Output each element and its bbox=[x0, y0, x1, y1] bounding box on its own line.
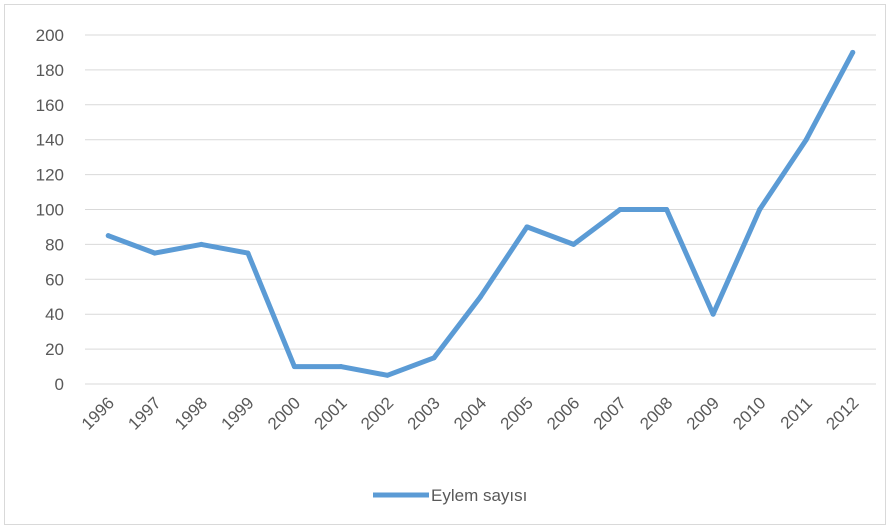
data-point bbox=[245, 250, 251, 256]
x-tick-label: 2010 bbox=[729, 393, 769, 433]
x-tick-label: 1996 bbox=[78, 393, 118, 433]
x-tick-label: 1997 bbox=[124, 393, 164, 433]
x-tick-label: 2006 bbox=[543, 393, 583, 433]
y-tick-label: 0 bbox=[55, 375, 64, 394]
data-point bbox=[664, 207, 670, 212]
chart-frame bbox=[4, 4, 886, 525]
x-tick-label: 1999 bbox=[217, 393, 257, 433]
y-axis-ticks: 0 20 40 60 80 100 120 140 160 180 200 bbox=[36, 26, 64, 394]
x-tick-label: 2011 bbox=[777, 393, 816, 432]
x-tick-label: 2001 bbox=[311, 393, 351, 433]
data-point bbox=[524, 224, 530, 230]
y-tick-label: 20 bbox=[45, 340, 64, 359]
x-tick-label: 2004 bbox=[450, 393, 490, 433]
legend: Eylem sayısı bbox=[373, 486, 527, 505]
x-tick-label: 1998 bbox=[171, 393, 211, 433]
y-tick-label: 120 bbox=[36, 166, 64, 185]
y-tick-label: 140 bbox=[36, 131, 64, 150]
x-axis-ticks: 1996 1997 1998 1999 2000 2001 2002 2003 2004 2005… bbox=[78, 393, 863, 433]
data-point bbox=[710, 311, 716, 317]
data-point bbox=[291, 364, 297, 370]
data-point bbox=[617, 207, 623, 212]
series-line bbox=[105, 49, 856, 378]
x-tick-label: 2005 bbox=[497, 393, 537, 433]
data-point bbox=[338, 364, 344, 370]
data-point bbox=[571, 241, 577, 247]
y-tick-label: 60 bbox=[45, 270, 64, 289]
y-tick-label: 40 bbox=[45, 305, 64, 324]
data-point bbox=[757, 207, 763, 212]
data-point bbox=[105, 233, 111, 239]
data-point bbox=[198, 241, 204, 247]
y-tick-label: 200 bbox=[36, 26, 64, 45]
x-tick-label: 2000 bbox=[264, 393, 304, 433]
series-group bbox=[105, 49, 856, 378]
data-point bbox=[478, 294, 483, 300]
x-tick-label: 2007 bbox=[590, 393, 630, 433]
data-point bbox=[431, 355, 437, 361]
y-tick-label: 180 bbox=[36, 61, 64, 80]
x-tick-label: 2002 bbox=[357, 393, 397, 433]
x-tick-label: 2008 bbox=[636, 393, 676, 433]
gridlines bbox=[85, 34, 876, 385]
data-point bbox=[384, 372, 390, 378]
x-tick-label: 2009 bbox=[683, 393, 723, 433]
data-point bbox=[850, 49, 856, 55]
data-point bbox=[803, 137, 809, 143]
y-tick-label: 160 bbox=[36, 96, 64, 115]
data-point bbox=[152, 250, 158, 256]
y-tick-label: 80 bbox=[45, 235, 64, 254]
legend-label: Eylem sayısı bbox=[431, 486, 527, 505]
x-tick-label: 2012 bbox=[822, 393, 862, 433]
x-tick-label: 2003 bbox=[404, 393, 444, 433]
y-tick-label: 100 bbox=[36, 201, 64, 220]
